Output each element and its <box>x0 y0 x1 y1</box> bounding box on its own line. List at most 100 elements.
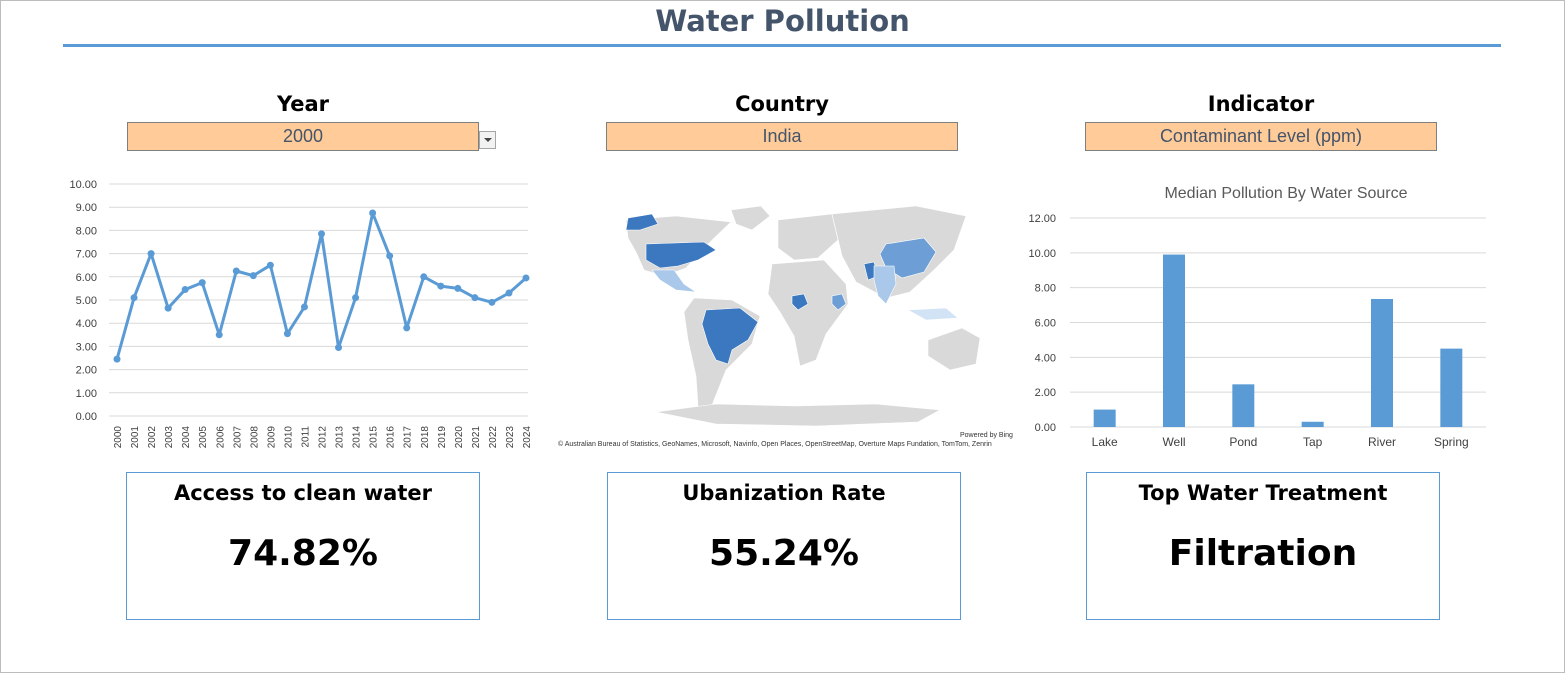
bar-chart-y-tick: 6.00 <box>1035 318 1056 330</box>
line-chart-x-tick: 2007 <box>232 426 243 449</box>
line-chart-x-tick: 2021 <box>471 426 482 449</box>
line-chart-point <box>300 303 308 311</box>
line-chart-point <box>232 267 240 275</box>
line-chart-y-tick: 7.00 <box>76 249 97 261</box>
line-chart-x-tick: 2013 <box>335 426 346 449</box>
map-region-usa[interactable] <box>645 241 717 269</box>
map-region-nigeria[interactable] <box>791 293 809 311</box>
map-region-alaska[interactable] <box>625 213 659 231</box>
kpi-card-clean-water: Access to clean water 74.82% <box>126 472 480 620</box>
line-chart-point <box>181 286 189 294</box>
kpi-value: 74.82% <box>228 533 378 574</box>
line-chart-x-tick: 2009 <box>266 426 277 449</box>
line-chart-y-tick: 2.00 <box>76 365 97 377</box>
line-chart-x-tick: 2011 <box>300 426 311 448</box>
kpi-title: Ubanization Rate <box>682 481 886 505</box>
bar-chart-x-tick: Pond <box>1229 435 1257 449</box>
line-chart-point <box>505 289 513 297</box>
line-chart-point <box>437 282 445 290</box>
line-chart-point <box>147 250 155 258</box>
bar-chart-y-tick: 8.00 <box>1035 283 1056 295</box>
line-chart-y-tick: 0.00 <box>76 411 97 423</box>
line-chart-x-tick: 2010 <box>283 426 294 449</box>
line-chart-y-tick: 4.00 <box>76 318 97 330</box>
line-chart-point <box>130 294 138 302</box>
map-region-europe[interactable] <box>777 213 839 261</box>
map-powered-by: Powered by Bing <box>960 432 1013 439</box>
median-pollution-bar-chart: Median Pollution By Water Source 0.00 2.00… <box>1028 185 1486 449</box>
line-chart-point <box>420 273 428 281</box>
line-chart-x-tick: 2024 <box>522 426 533 449</box>
line-chart-point <box>318 230 325 238</box>
line-chart-x-tick: 2001 <box>130 426 141 449</box>
line-chart-x-tick: 2015 <box>369 426 380 449</box>
kpi-title: Access to clean water <box>173 481 432 505</box>
line-chart-x-tick: 2018 <box>420 426 431 449</box>
bar-chart-y-tick: 12.00 <box>1028 213 1056 225</box>
country-label: Country <box>735 92 829 116</box>
bar-chart-bar <box>1371 298 1393 427</box>
indicator-label: Indicator <box>1207 92 1315 116</box>
map-region-indonesia[interactable] <box>906 307 959 321</box>
line-chart-point <box>386 252 394 260</box>
line-chart-x-tick: 2002 <box>147 426 158 449</box>
line-chart-point <box>454 284 462 292</box>
bar-chart-y-tick: 10.00 <box>1028 248 1056 260</box>
line-chart-x-tick: 2008 <box>249 426 260 449</box>
line-chart-x-tick: 2019 <box>437 426 448 449</box>
bar-chart-bar <box>1232 384 1255 427</box>
map-region-africa[interactable] <box>767 259 849 367</box>
country-select[interactable]: India <box>606 122 958 151</box>
line-chart-point <box>488 298 496 306</box>
line-chart-x-tick: 2003 <box>164 426 175 449</box>
bar-chart-bar <box>1093 409 1116 427</box>
line-chart-x-tick: 2022 <box>488 426 499 449</box>
line-chart-x-tick: 2017 <box>403 426 414 449</box>
bar-chart-x-tick: Spring <box>1434 435 1469 449</box>
line-chart-point <box>403 324 411 332</box>
title-divider <box>63 44 1501 47</box>
line-chart-x-tick: 2016 <box>386 426 397 449</box>
indicator-select[interactable]: Contaminant Level (ppm) <box>1085 122 1437 151</box>
kpi-title: Top Water Treatment <box>1138 481 1388 505</box>
bar-chart-y-tick: 0.00 <box>1035 422 1056 434</box>
line-chart-point <box>335 344 343 352</box>
line-chart-x-tick: 2012 <box>318 426 329 449</box>
map-region-australia[interactable] <box>927 327 981 371</box>
line-chart-x-tick: 2005 <box>198 426 209 449</box>
map-region-brazil[interactable] <box>701 307 759 365</box>
year-select[interactable]: 2000 <box>127 122 479 151</box>
line-chart-point <box>471 294 479 302</box>
line-chart-y-tick: 5.00 <box>76 295 97 307</box>
kpi-value: 55.24% <box>709 533 859 574</box>
line-chart-y-tick: 6.00 <box>76 272 97 284</box>
map-region-mexico[interactable] <box>651 269 697 293</box>
line-chart-x-tick: 2020 <box>454 426 465 449</box>
bar-chart-bar <box>1301 421 1324 427</box>
year-label: Year <box>276 92 330 116</box>
bar-chart-x-tick: River <box>1368 435 1396 449</box>
line-chart-point <box>522 274 530 282</box>
line-chart-y-tick: 8.00 <box>76 225 97 237</box>
map-region-india[interactable] <box>873 265 897 305</box>
line-chart-x-tick: 2004 <box>181 426 192 449</box>
world-map[interactable]: Powered by Bing © Australian Bureau of S… <box>556 200 1016 452</box>
map-region-antarctica[interactable] <box>655 403 942 427</box>
line-chart-point <box>249 272 257 280</box>
map-attribution: © Australian Bureau of Statistics, GeoNa… <box>558 441 992 448</box>
line-chart-x-tick: 2000 <box>113 426 124 449</box>
map-region-greenland[interactable] <box>730 205 771 231</box>
dropdown-arrow-icon[interactable] <box>479 131 496 149</box>
line-chart-y-tick: 9.00 <box>76 202 97 214</box>
line-chart-point <box>113 355 121 363</box>
line-chart-x-tick: 2006 <box>215 426 226 449</box>
bar-chart-title: Median Pollution By Water Source <box>1164 185 1407 202</box>
line-chart-point <box>369 209 377 217</box>
bar-chart-x-tick: Lake <box>1092 435 1118 449</box>
line-chart-y-tick: 1.00 <box>76 388 97 400</box>
line-chart-point <box>164 304 172 312</box>
bar-chart-bar <box>1440 348 1463 427</box>
kpi-card-water-treatment: Top Water Treatment Filtration <box>1086 472 1440 620</box>
map-region-ethiopia[interactable] <box>831 293 847 311</box>
bar-chart-x-tick: Tap <box>1303 435 1323 449</box>
